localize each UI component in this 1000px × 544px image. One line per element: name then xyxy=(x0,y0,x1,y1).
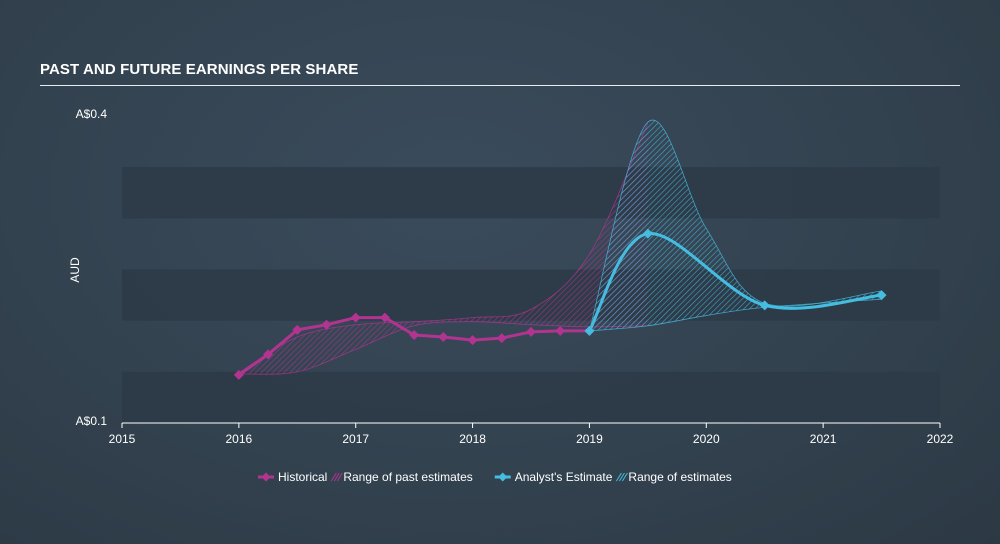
x-tick-label-2015: 2015 xyxy=(109,432,136,446)
legend-label-historical_range[interactable]: Range of past estimates xyxy=(343,470,472,484)
estimate-line xyxy=(587,232,884,333)
axis-labels: 2015 2016 2017 2018 2019 2020 2021 2022 A$0.4 A$0… xyxy=(68,107,954,446)
legend-label-historical[interactable]: Historical xyxy=(278,470,327,484)
legend-hatch-historical_range xyxy=(330,472,337,482)
historical-point[interactable] xyxy=(467,335,478,346)
grid-band xyxy=(122,371,940,423)
past-estimate-range-upper-edge xyxy=(238,123,649,374)
estimate-ranges xyxy=(238,119,882,375)
historical-point[interactable] xyxy=(350,312,361,323)
grid-bands xyxy=(122,167,940,423)
x-tick-label-2020: 2020 xyxy=(693,432,720,446)
historical-point[interactable] xyxy=(496,333,507,344)
y-tick-label: A$0.1 xyxy=(76,414,108,428)
x-tick-label-2018: 2018 xyxy=(459,432,486,446)
x-tick-label-2017: 2017 xyxy=(342,432,369,446)
legend-hatch-estimate_range xyxy=(621,472,628,482)
historical-point[interactable] xyxy=(233,369,244,380)
legend: Historical Range of past estimates Analyst… xyxy=(258,470,732,484)
legend-marker-historical xyxy=(261,472,271,482)
historical-point[interactable] xyxy=(292,324,303,335)
x-tick-label-2022: 2022 xyxy=(927,432,954,446)
y-tick-label: A$0.4 xyxy=(76,107,108,121)
historical-point[interactable] xyxy=(555,325,566,336)
x-tick-label-2019: 2019 xyxy=(576,432,603,446)
estimate-point[interactable] xyxy=(584,325,595,336)
historical-point[interactable] xyxy=(263,349,274,360)
historical-point[interactable] xyxy=(526,326,536,337)
legend-label-estimate[interactable]: Analyst's Estimate xyxy=(515,470,613,484)
estimate-range-upper-edge xyxy=(589,119,882,332)
legend-hatch-historical_range xyxy=(333,472,340,482)
estimate-point[interactable] xyxy=(642,228,653,239)
legend-hatch-estimate_range xyxy=(615,472,622,482)
series-markers xyxy=(233,228,887,380)
historical-point[interactable] xyxy=(438,332,449,343)
y-axis-label: AUD xyxy=(68,257,82,283)
legend-hatch-historical_range xyxy=(336,472,343,482)
estimate-point[interactable] xyxy=(876,290,887,301)
axes xyxy=(121,422,941,428)
legend-label-estimate_range[interactable]: Range of estimates xyxy=(628,470,731,484)
chart-title: PAST AND FUTURE EARNINGS PER SHARE xyxy=(40,61,359,78)
historical-point[interactable] xyxy=(379,312,390,323)
historical-point[interactable] xyxy=(409,329,420,340)
historical-point[interactable] xyxy=(321,319,332,330)
past-estimate-range xyxy=(238,123,648,375)
legend-marker-estimate xyxy=(498,472,508,482)
x-tick-label-2021: 2021 xyxy=(810,432,837,446)
legend-hatch-estimate_range xyxy=(618,472,625,482)
estimate-range xyxy=(589,120,882,331)
estimate-range-lower-edge xyxy=(589,298,882,332)
grid-band xyxy=(122,167,940,219)
title-divider xyxy=(40,85,960,86)
x-tick-label-2016: 2016 xyxy=(226,432,253,446)
past-estimate-range-lower-edge xyxy=(238,321,648,375)
estimate-point[interactable] xyxy=(759,300,770,311)
